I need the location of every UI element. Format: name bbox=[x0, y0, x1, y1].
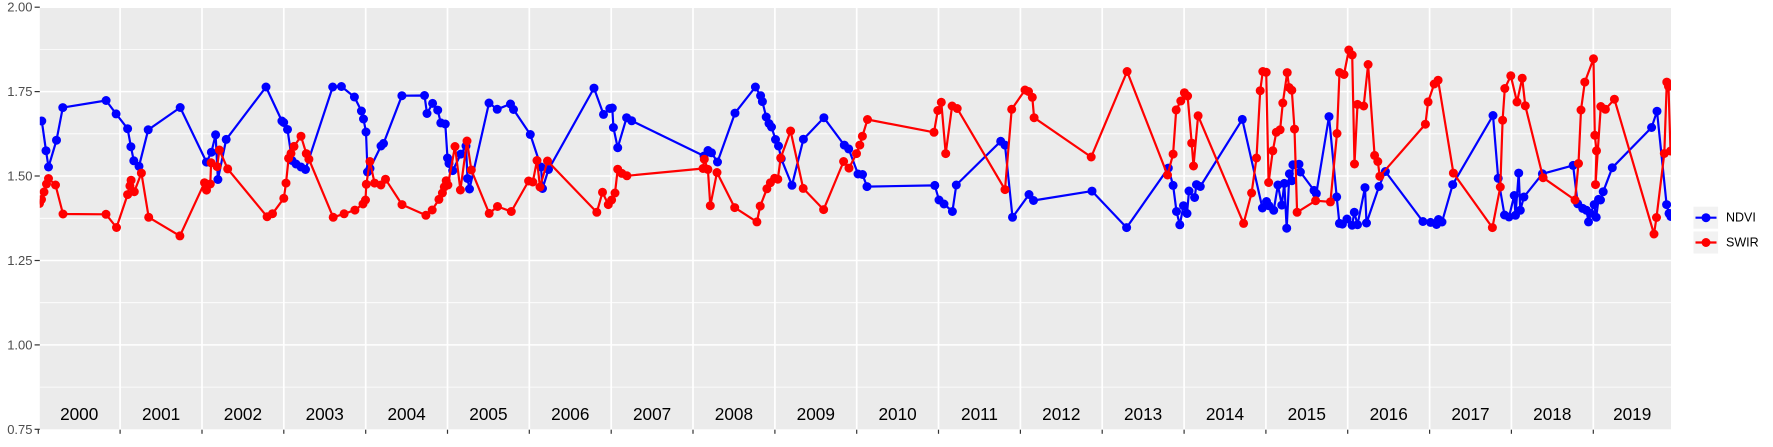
svg-text:2006: 2006 bbox=[551, 404, 589, 424]
svg-text:NDVI: NDVI bbox=[1726, 211, 1756, 225]
svg-text:1.25: 1.25 bbox=[7, 253, 32, 268]
svg-text:2003: 2003 bbox=[306, 404, 344, 424]
svg-text:2005: 2005 bbox=[469, 404, 507, 424]
svg-text:1.00: 1.00 bbox=[7, 337, 32, 352]
svg-text:2010: 2010 bbox=[878, 404, 916, 424]
svg-text:2011: 2011 bbox=[961, 404, 998, 424]
svg-text:2016: 2016 bbox=[1370, 404, 1408, 424]
svg-text:2.00: 2.00 bbox=[7, 0, 32, 15]
svg-text:2000: 2000 bbox=[60, 404, 98, 424]
svg-text:2004: 2004 bbox=[387, 404, 426, 424]
svg-text:2012: 2012 bbox=[1042, 404, 1080, 424]
svg-text:2013: 2013 bbox=[1124, 404, 1162, 424]
svg-text:2014: 2014 bbox=[1206, 404, 1245, 424]
svg-text:2001: 2001 bbox=[142, 404, 180, 424]
svg-text:2007: 2007 bbox=[633, 404, 671, 424]
svg-text:2018: 2018 bbox=[1533, 404, 1571, 424]
svg-text:2009: 2009 bbox=[797, 404, 835, 424]
svg-text:SWIR: SWIR bbox=[1726, 236, 1759, 250]
svg-text:1.50: 1.50 bbox=[7, 169, 32, 184]
svg-text:1.75: 1.75 bbox=[7, 84, 32, 99]
svg-text:0.75: 0.75 bbox=[7, 422, 32, 437]
svg-text:2019: 2019 bbox=[1613, 404, 1651, 424]
svg-text:2008: 2008 bbox=[715, 404, 753, 424]
svg-text:2015: 2015 bbox=[1288, 404, 1326, 424]
svg-text:2017: 2017 bbox=[1451, 404, 1489, 424]
svg-text:2002: 2002 bbox=[224, 404, 262, 424]
